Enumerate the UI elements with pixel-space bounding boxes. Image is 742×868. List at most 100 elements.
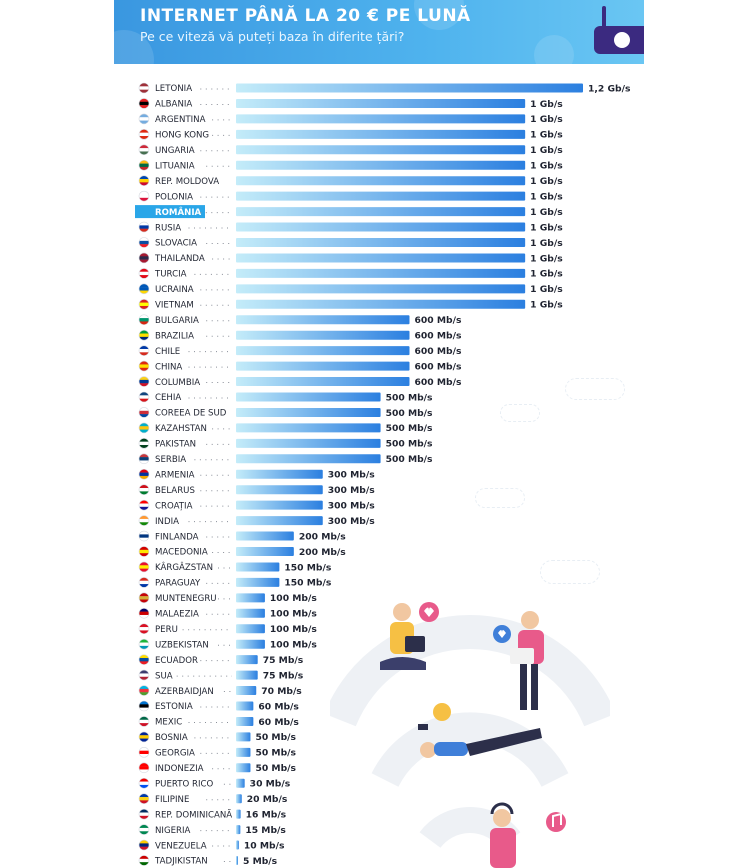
value-label: 1 Gb/s: [530, 222, 563, 233]
flag-icon: [139, 469, 149, 480]
chart-row: UNGARIA 1 Gb/s: [138, 144, 563, 156]
bar: [236, 268, 526, 278]
chart-row: PERU 100 Mb/s: [138, 623, 317, 635]
value-label: 15 Mb/s: [245, 825, 286, 836]
chart-row: REP. DOMINICANĂ 16 Mb/s: [138, 808, 287, 820]
value-label: 150 Mb/s: [284, 562, 331, 573]
category-label: REP. MOLDOVA: [155, 177, 219, 187]
flag-icon: [139, 129, 149, 140]
category-label: MUNTENEGRU: [155, 594, 217, 604]
value-label: 500 Mb/s: [386, 408, 433, 419]
bar: [236, 794, 242, 804]
bar: [236, 624, 265, 634]
category-label: ROMÂNIA: [155, 206, 202, 218]
value-label: 1 Gb/s: [530, 300, 563, 311]
chart-row: HONG KONG 1 Gb/s: [138, 129, 563, 141]
value-label: 600 Mb/s: [415, 377, 462, 388]
bar: [236, 778, 245, 788]
flag-icon: [139, 577, 149, 588]
chart-row: COREEA DE SUD 500 Mb/s: [138, 407, 433, 419]
category-label: TADJIKISTAN: [154, 857, 208, 867]
chart-row: ROMÂNIA 1 Gb/s: [135, 205, 563, 219]
category-label: NIGERIA: [155, 826, 191, 836]
chart-row: CEHIA 500 Mb/s: [138, 391, 433, 403]
chart-row: SLOVACIA 1 Gb/s: [138, 237, 563, 249]
category-label: MALAEZIA: [155, 610, 199, 620]
bar: [236, 469, 323, 479]
chart-row: BRAZILIA 600 Mb/s: [138, 329, 462, 342]
bar: [236, 639, 265, 649]
bg-cloud: [500, 404, 540, 422]
flag-icon: [139, 701, 149, 711]
flag-icon: [139, 345, 149, 356]
category-label: SLOVACIA: [155, 239, 197, 249]
value-label: 500 Mb/s: [386, 439, 433, 450]
chart-row: POLONIA 1 Gb/s: [138, 190, 563, 202]
value-label: 100 Mb/s: [270, 624, 317, 635]
flag-icon: [139, 283, 149, 294]
chart-row: INDONEZIA 50 Mb/s: [138, 762, 297, 774]
flag-icon: [139, 778, 149, 789]
flag-icon: [139, 422, 149, 433]
flag-icon: [139, 438, 149, 449]
chart-row: UZBEKISTAN 100 Mb/s: [138, 638, 317, 651]
value-label: 50 Mb/s: [255, 748, 296, 759]
bar: [236, 608, 265, 618]
value-label: 1 Gb/s: [530, 238, 563, 249]
category-label: BOSNIA: [155, 733, 188, 743]
music-bubble-icon: [546, 812, 566, 832]
value-label: 600 Mb/s: [415, 315, 462, 326]
bar: [236, 825, 241, 835]
bar: [236, 315, 410, 325]
bar: [236, 593, 265, 603]
person-headphones: [490, 802, 516, 868]
value-label: 1 Gb/s: [530, 161, 563, 172]
bar: [236, 83, 583, 93]
flag-icon: [139, 531, 149, 542]
category-label: MEXIC: [155, 718, 182, 728]
category-label: KAZAHSTAN: [155, 424, 207, 434]
flag-icon: [139, 361, 149, 372]
chart-row: FILIPINE 20 Mb/s: [138, 793, 288, 805]
bar: [236, 655, 258, 665]
bar: [236, 284, 526, 294]
value-label: 200 Mb/s: [299, 547, 346, 558]
bar: [236, 222, 526, 232]
bar: [236, 361, 410, 371]
category-label: THAILANDA: [154, 254, 205, 264]
category-label: PARAGUAY: [155, 579, 201, 589]
category-label: PAKISTAN: [155, 440, 196, 450]
chart-row: INDIA 300 Mb/s: [138, 515, 375, 527]
value-label: 16 Mb/s: [246, 809, 287, 820]
chart-row: SUA 75 Mb/s: [138, 669, 304, 681]
chart-row: MUNTENEGRU 100 Mb/s: [138, 592, 317, 604]
bar: [236, 407, 381, 417]
chart-row: THAILANDA 1 Gb/s: [138, 252, 563, 264]
flag-icon: [139, 670, 149, 681]
bar: [236, 763, 251, 773]
bar: [236, 747, 251, 757]
flag-icon: [139, 252, 149, 263]
flag-icon: [139, 546, 149, 557]
category-label: VIETNAM: [155, 301, 194, 311]
bar: [236, 346, 410, 356]
people-wifi-illustration: [330, 602, 610, 868]
chart-row: RUSIA 1 Gb/s: [138, 221, 563, 233]
category-label: GEORGIA: [155, 749, 195, 759]
bg-cloud: [540, 560, 600, 584]
category-label: ARGENTINA: [155, 115, 206, 125]
bar: [236, 98, 526, 108]
value-label: 1 Gb/s: [530, 253, 563, 264]
chart-row: VENEZUELA 10 Mb/s: [138, 839, 285, 851]
highlight-box: [135, 205, 205, 219]
value-label: 600 Mb/s: [415, 346, 462, 357]
header-banner: INTERNET PÂNĂ LA 20 € PE LUNĂ Pe ce vite…: [114, 0, 644, 64]
category-label: FINLANDA: [155, 532, 199, 542]
wifi-arc-outer: [330, 614, 610, 727]
bar: [236, 547, 294, 556]
bar: [236, 238, 526, 247]
value-label: 1 Gb/s: [530, 284, 563, 295]
value-label: 1,2 Gb/s: [588, 83, 631, 94]
chart-row: ESTONIA 60 Mb/s: [138, 700, 299, 712]
bar: [236, 840, 239, 850]
